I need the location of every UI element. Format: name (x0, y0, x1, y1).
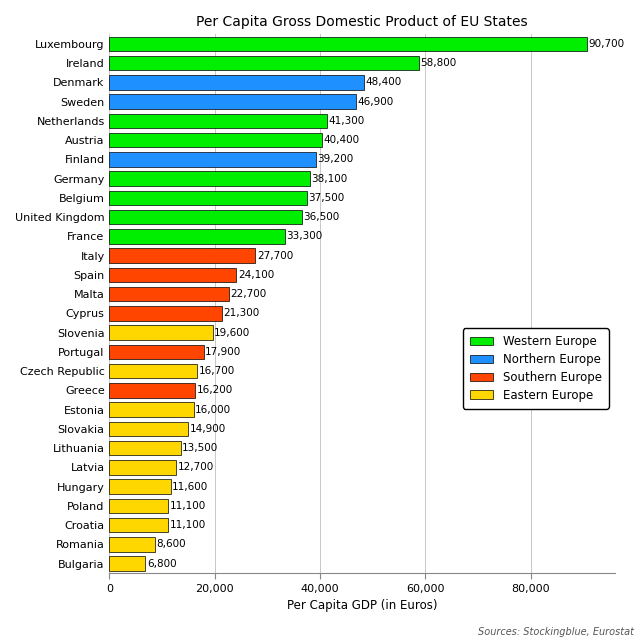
Bar (109, 56, 419, 70)
Title: Per Capita Gross Domestic Product of EU States: Per Capita Gross Domestic Product of EU … (196, 15, 528, 29)
Bar (109, 76, 364, 90)
Bar (109, 479, 170, 494)
Text: 90,700: 90,700 (588, 39, 625, 49)
Text: 12,700: 12,700 (178, 462, 214, 472)
Text: 16,700: 16,700 (199, 366, 236, 376)
Text: 11,600: 11,600 (172, 482, 209, 492)
Text: 14,900: 14,900 (189, 424, 226, 434)
Text: 17,900: 17,900 (205, 347, 241, 357)
Bar (109, 268, 236, 282)
Text: 27,700: 27,700 (257, 251, 293, 260)
Text: 38,100: 38,100 (312, 173, 348, 184)
Bar (109, 36, 587, 51)
Bar (109, 403, 194, 417)
Bar (109, 383, 195, 397)
Bar (109, 556, 145, 571)
Bar (109, 364, 197, 378)
Text: 11,100: 11,100 (170, 501, 205, 511)
Bar (109, 172, 310, 186)
Bar (109, 422, 188, 436)
Text: 16,000: 16,000 (195, 404, 232, 415)
Text: 21,300: 21,300 (223, 308, 259, 319)
Text: Sources: Stockingblue, Eurostat: Sources: Stockingblue, Eurostat (477, 627, 634, 637)
Text: 40,400: 40,400 (324, 135, 360, 145)
X-axis label: Per Capita GDP (in Euros): Per Capita GDP (in Euros) (287, 599, 437, 612)
Text: 22,700: 22,700 (230, 289, 267, 299)
Text: 58,800: 58,800 (420, 58, 457, 68)
Text: 16,200: 16,200 (196, 385, 232, 396)
Text: 41,300: 41,300 (328, 116, 365, 126)
Legend: Western Europe, Northern Europe, Southern Europe, Eastern Europe: Western Europe, Northern Europe, Souther… (463, 328, 609, 408)
Text: 24,100: 24,100 (238, 270, 274, 280)
Bar (109, 287, 229, 301)
Bar (109, 248, 255, 263)
Text: 36,500: 36,500 (303, 212, 339, 222)
Bar (109, 191, 307, 205)
Bar (109, 114, 327, 128)
Text: 37,500: 37,500 (308, 193, 345, 203)
Bar (109, 325, 212, 340)
Text: 8,600: 8,600 (156, 540, 186, 549)
Bar (109, 95, 356, 109)
Text: 33,300: 33,300 (286, 232, 323, 241)
Bar (109, 152, 316, 166)
Bar (109, 460, 177, 475)
Bar (109, 210, 301, 225)
Text: 46,900: 46,900 (358, 97, 394, 107)
Text: 48,400: 48,400 (366, 77, 402, 88)
Text: 11,100: 11,100 (170, 520, 205, 530)
Bar (109, 345, 204, 359)
Bar (109, 518, 168, 532)
Bar (109, 306, 221, 321)
Text: 39,200: 39,200 (317, 154, 354, 164)
Bar (109, 229, 285, 244)
Text: 6,800: 6,800 (147, 559, 177, 568)
Bar (109, 499, 168, 513)
Bar (109, 441, 180, 455)
Text: 13,500: 13,500 (182, 443, 218, 453)
Text: 19,600: 19,600 (214, 328, 250, 338)
Bar (109, 537, 155, 552)
Bar (109, 133, 322, 147)
